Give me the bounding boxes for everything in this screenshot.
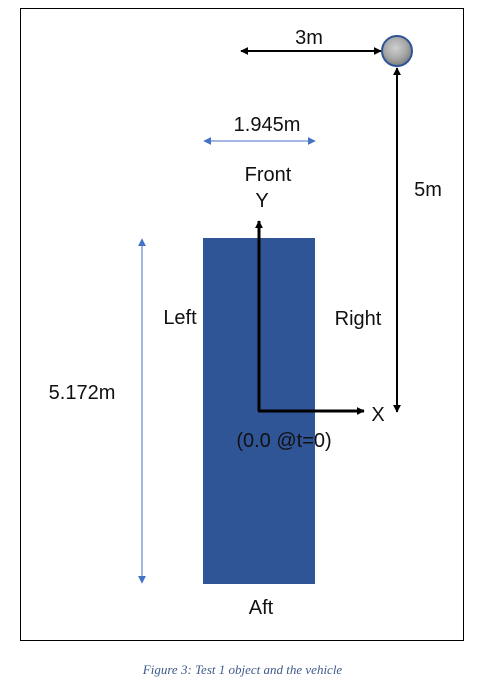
right-label: Right [335,308,382,330]
length-label: 5.172m [49,382,116,404]
test-object [381,35,413,67]
width-label: 1.945m [234,114,301,136]
distance-x-label: 3m [295,27,323,49]
origin-label: (0.0 @t=0) [236,430,331,452]
front-label: Front [245,164,292,186]
x-axis-label: X [371,404,384,426]
y-axis-label: Y [255,190,268,212]
figure-caption: Figure 3: Test 1 object and the vehicle [142,662,343,677]
distance-y-label: 5m [414,179,442,201]
aft-label: Aft [249,597,274,619]
left-label: Left [163,307,197,329]
